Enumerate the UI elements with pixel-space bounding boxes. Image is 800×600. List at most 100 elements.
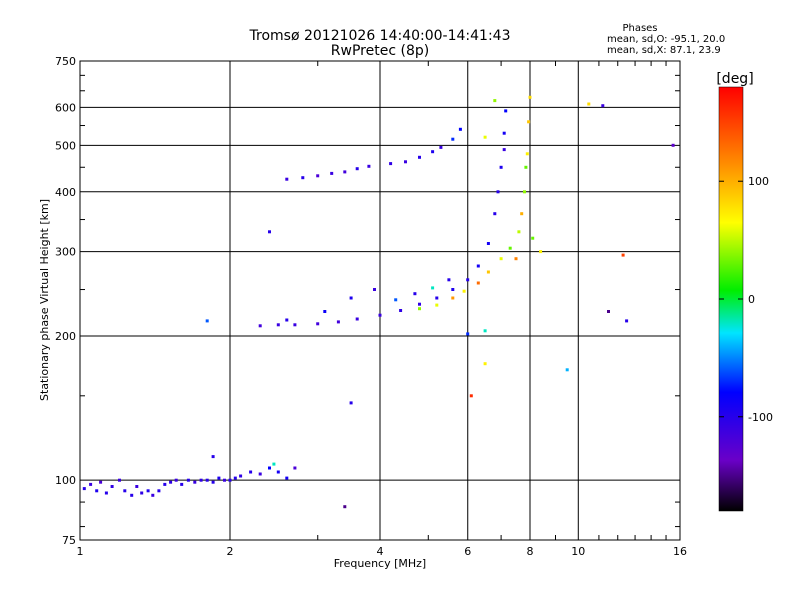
data-point xyxy=(163,482,167,486)
data-point xyxy=(211,480,215,484)
data-point xyxy=(447,278,451,282)
data-point xyxy=(418,155,421,159)
colorbar-tick-label: 0 xyxy=(748,293,755,306)
data-point xyxy=(95,489,99,493)
data-point xyxy=(502,148,506,152)
x-axis-ticks: 1 2 4 6 8 10 16 xyxy=(77,61,687,558)
data-point xyxy=(157,489,161,493)
data-point xyxy=(373,288,376,291)
data-point xyxy=(587,102,591,106)
data-point xyxy=(621,253,625,257)
data-point xyxy=(258,472,262,476)
data-point xyxy=(525,152,529,156)
data-point xyxy=(451,137,455,141)
data-point xyxy=(508,246,512,250)
y-tick-label: 500 xyxy=(55,139,76,152)
data-point xyxy=(186,478,190,482)
data-point xyxy=(517,230,521,234)
data-point xyxy=(349,296,353,300)
data-point xyxy=(435,303,439,307)
data-point xyxy=(539,250,543,254)
data-point xyxy=(336,320,340,324)
data-point xyxy=(483,135,487,139)
data-point xyxy=(174,478,178,482)
colorbar-tick-label: -100 xyxy=(748,411,773,424)
data-point xyxy=(476,281,480,285)
data-point xyxy=(523,190,526,194)
data-point xyxy=(404,160,407,164)
phase-o-stats: mean, sd,O: -95.1, 20.0 xyxy=(607,34,725,45)
data-point xyxy=(343,505,347,509)
data-point xyxy=(502,131,506,135)
data-point xyxy=(140,491,144,495)
data-point xyxy=(249,470,253,474)
data-point xyxy=(493,212,497,216)
data-point xyxy=(268,230,271,234)
data-point xyxy=(99,480,103,484)
data-point xyxy=(169,480,173,484)
y-axis-label: Stationary phase Virtual Height [km] xyxy=(38,199,51,401)
data-point xyxy=(193,480,197,484)
data-point xyxy=(343,170,347,174)
data-point xyxy=(435,296,439,300)
data-point xyxy=(527,120,531,124)
data-point xyxy=(89,482,93,486)
data-point xyxy=(451,296,455,300)
data-point xyxy=(486,242,490,245)
x-tick-label: 10 xyxy=(571,545,585,558)
data-point xyxy=(493,99,497,103)
data-point xyxy=(451,288,455,291)
data-point xyxy=(486,270,490,274)
x-axis-label: Frequency [MHz] xyxy=(334,557,426,570)
data-point xyxy=(276,470,280,474)
data-point xyxy=(272,462,276,466)
y-axis-ticks: 75 100 200 300 400 500 600 750 xyxy=(55,55,680,547)
chart-title: Tromsø 20121026 14:40:00-14:41:43 xyxy=(249,28,511,44)
x-tick-label: 4 xyxy=(377,545,384,558)
data-point xyxy=(466,332,470,336)
data-point xyxy=(607,310,610,313)
data-point xyxy=(199,478,203,482)
data-point xyxy=(301,176,305,180)
data-point xyxy=(223,478,226,482)
data-point xyxy=(355,317,359,321)
x-tick-label: 16 xyxy=(673,545,687,558)
data-point xyxy=(671,143,675,147)
data-point xyxy=(293,466,297,470)
grid-lines xyxy=(80,61,680,540)
data-point xyxy=(323,310,327,313)
data-point xyxy=(146,489,150,493)
data-point xyxy=(82,487,86,491)
data-point xyxy=(476,264,480,268)
data-point xyxy=(316,174,320,178)
x-tick-label: 2 xyxy=(227,545,234,558)
phase-x-stats: mean, sd,X: 87.1, 23.9 xyxy=(607,45,721,56)
data-point xyxy=(228,478,232,482)
data-point xyxy=(496,190,500,194)
data-point xyxy=(483,362,487,366)
colorbar-ticks: 100 0 -100 xyxy=(719,175,773,424)
data-point xyxy=(316,322,320,326)
data-point xyxy=(418,307,421,311)
y-tick-label: 200 xyxy=(55,330,76,343)
data-point xyxy=(413,292,417,296)
data-point xyxy=(565,368,569,372)
y-tick-label: 400 xyxy=(55,186,76,199)
data-point xyxy=(531,236,535,240)
data-point xyxy=(399,309,403,312)
data-point xyxy=(239,474,243,478)
data-point xyxy=(205,319,209,323)
y-tick-label: 600 xyxy=(55,101,76,114)
data-points xyxy=(82,95,675,509)
data-point xyxy=(625,319,629,323)
data-point xyxy=(285,476,289,480)
data-point xyxy=(349,401,353,405)
phase-heading: Phases xyxy=(622,23,657,34)
data-point xyxy=(504,109,508,113)
data-point xyxy=(268,466,271,470)
x-tick-label: 1 xyxy=(77,545,84,558)
y-tick-label: 75 xyxy=(62,534,76,547)
data-point xyxy=(462,289,466,293)
colorbar-label: [deg] xyxy=(716,71,753,87)
